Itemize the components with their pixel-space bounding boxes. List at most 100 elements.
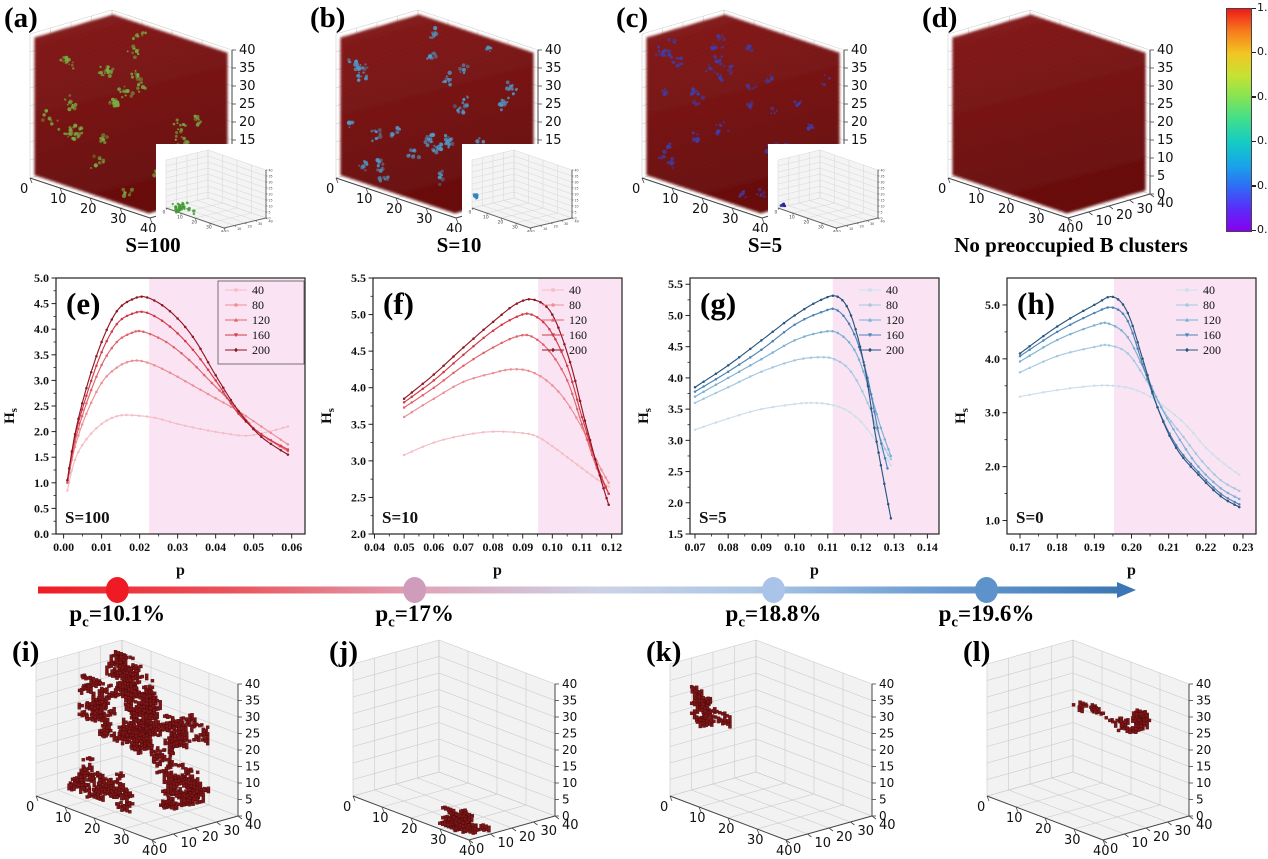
svg-text:30: 30	[206, 224, 212, 230]
svg-text:5: 5	[268, 210, 270, 214]
svg-text:25: 25	[545, 97, 562, 112]
svg-text:25: 25	[562, 727, 577, 741]
panel-f: 0.04 0.05 0.06 0.07 0.08 0.09 0.10 0.11 0.12 2.0 2…	[317, 268, 634, 580]
svg-text:25: 25	[1157, 97, 1174, 112]
svg-text:0: 0	[26, 800, 34, 815]
svg-text:2.0: 2.0	[351, 527, 366, 541]
colorbar-tick-label: 0.8	[1257, 45, 1268, 59]
panel-letter-l: (l)	[963, 636, 991, 668]
svg-text:20: 20	[247, 225, 251, 229]
svg-text:0: 0	[793, 842, 801, 857]
svg-text:p: p	[1127, 562, 1136, 579]
svg-text:30: 30	[545, 79, 562, 94]
svg-text:20: 20	[1153, 830, 1170, 845]
svg-text:10: 10	[498, 836, 515, 851]
svg-text:20: 20	[192, 219, 198, 225]
panel-letter-g: (g)	[700, 286, 737, 321]
svg-text:40: 40	[1093, 844, 1110, 859]
svg-text:0: 0	[268, 216, 270, 220]
svg-text:5: 5	[879, 793, 887, 807]
svg-text:30: 30	[416, 212, 433, 227]
svg-text:5: 5	[574, 210, 576, 214]
svg-text:0.19: 0.19	[1084, 540, 1105, 554]
svg-text:4.5: 4.5	[668, 340, 683, 354]
svg-text:0: 0	[532, 230, 534, 232]
svg-text:120: 120	[1203, 313, 1221, 327]
panel-h: 0.17 0.18 0.19 0.20 0.21 0.22 0.23 1.0 2.0 3.0 4.0…	[951, 268, 1268, 580]
svg-text:0: 0	[879, 809, 887, 823]
svg-text:200: 200	[1203, 343, 1221, 357]
svg-text:25: 25	[574, 186, 578, 190]
svg-text:0.09: 0.09	[751, 540, 772, 554]
panel-letter-f: (f)	[383, 286, 414, 321]
pc-label-2: pc=17%	[375, 601, 454, 631]
svg-text:30: 30	[113, 833, 130, 848]
svg-text:160: 160	[569, 328, 587, 342]
svg-text:0.10: 0.10	[542, 540, 563, 554]
svg-text:10: 10	[968, 192, 985, 207]
svg-text:10: 10	[181, 836, 198, 851]
colorbar-tick-label: 0.4	[1257, 134, 1268, 148]
svg-text:35: 35	[851, 61, 868, 76]
panel-j: 0 10 20 30 40 0 10 20 30 40 0 5 10 15 20 25 30 35 40 (j)	[317, 636, 634, 859]
svg-text:Hs: Hs	[319, 408, 337, 424]
series-curves	[66, 295, 290, 492]
svg-text:3.0: 3.0	[34, 373, 49, 387]
svg-text:40: 40	[752, 222, 769, 232]
svg-text:40: 40	[245, 818, 262, 833]
svg-text:160: 160	[252, 328, 270, 342]
svg-text:Hs: Hs	[953, 408, 971, 424]
colorbar-tick-label: 0.0	[1257, 223, 1268, 236]
svg-text:2.0: 2.0	[985, 460, 1000, 474]
line-chart-e: 0.00 0.01 0.02 0.03 0.04 0.05 0.06 0.0 0.5 1.0 1.5…	[2, 271, 306, 579]
svg-text:30: 30	[1137, 202, 1154, 217]
svg-text:40: 40	[268, 168, 272, 172]
svg-text:10: 10	[574, 204, 578, 208]
panel-letter-a: (a)	[4, 2, 38, 34]
svg-text:35: 35	[879, 694, 894, 708]
svg-text:10: 10	[849, 227, 853, 231]
pc-label-4: pc=19.6%	[938, 601, 1035, 631]
voxel-plot-c: 0102030405101520253035400102030400102030…	[632, 9, 918, 232]
svg-text:20: 20	[879, 743, 894, 757]
svg-text:35: 35	[562, 694, 577, 708]
svg-text:25: 25	[880, 186, 884, 190]
svg-text:0: 0	[632, 182, 640, 197]
svg-text:10: 10	[879, 776, 894, 790]
svg-text:80: 80	[252, 298, 264, 312]
svg-text:4.0: 4.0	[985, 352, 1000, 366]
line-chart-f: 0.04 0.05 0.06 0.07 0.08 0.09 0.10 0.11 0.12 2.0 2…	[319, 271, 623, 579]
pc-label-1: pc=10.1%	[69, 601, 166, 631]
svg-text:20: 20	[80, 202, 97, 217]
svg-text:4.0: 4.0	[351, 381, 366, 395]
svg-text:40: 40	[1196, 677, 1211, 691]
svg-text:30: 30	[564, 222, 568, 226]
svg-text:4.5: 4.5	[34, 297, 49, 311]
svg-text:0: 0	[20, 182, 28, 197]
panel-letter-h: (h)	[1017, 286, 1055, 321]
svg-text:30: 30	[574, 180, 578, 184]
svg-text:40: 40	[879, 818, 896, 833]
svg-text:35: 35	[880, 174, 884, 178]
svg-text:5.0: 5.0	[34, 271, 49, 285]
svg-text:2.5: 2.5	[351, 490, 366, 504]
svg-text:1.0: 1.0	[34, 476, 49, 490]
panel-d: 0 10 20 30 40 0 10 20 30 40 0 5 10 15 20 25 30 35 40 (d) N…	[918, 0, 1224, 266]
svg-text:p: p	[810, 562, 819, 579]
svg-text:2.5: 2.5	[34, 399, 49, 413]
series-curves	[402, 298, 610, 506]
svg-text:20: 20	[519, 830, 536, 845]
svg-text:10: 10	[689, 811, 706, 826]
svg-text:20: 20	[859, 225, 863, 229]
percolation-cluster	[1071, 700, 1152, 735]
svg-text:0: 0	[574, 216, 576, 220]
svg-text:0: 0	[660, 800, 668, 815]
svg-text:2.5: 2.5	[668, 465, 683, 479]
line-chart-h: 0.17 0.18 0.19 0.20 0.21 0.22 0.23 1.0 2.0 3.0 4.0…	[953, 277, 1257, 579]
svg-text:40: 40	[245, 677, 260, 691]
